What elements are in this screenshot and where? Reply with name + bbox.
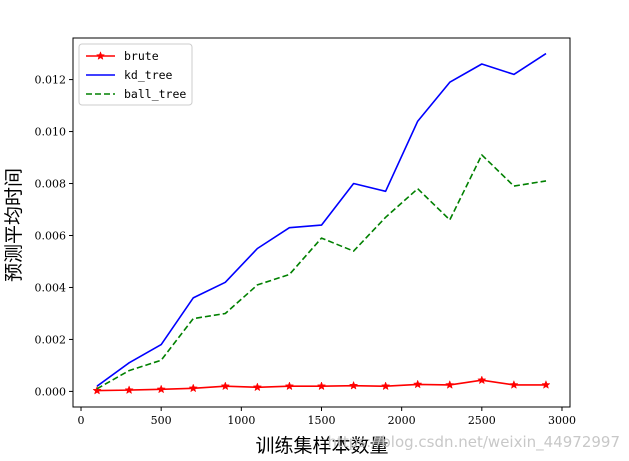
x-tick-label: 500 bbox=[151, 414, 172, 427]
data-point-brute bbox=[284, 381, 295, 391]
data-point-brute bbox=[380, 381, 391, 391]
data-point-brute bbox=[124, 385, 134, 395]
data-point-brute bbox=[188, 383, 198, 393]
legend-label-ball-tree: ball_tree bbox=[124, 87, 186, 101]
y-tick-label: 0.008 bbox=[35, 178, 67, 191]
legend-box bbox=[78, 43, 193, 106]
x-tick-label: 1000 bbox=[227, 414, 255, 427]
data-point-brute bbox=[252, 382, 263, 392]
data-point-brute bbox=[316, 381, 327, 391]
x-tick-label: 2500 bbox=[468, 414, 496, 427]
data-point-brute bbox=[156, 384, 166, 394]
y-tick-label: 0.002 bbox=[35, 333, 67, 346]
data-point-brute bbox=[445, 380, 455, 389]
data-point-brute bbox=[348, 380, 359, 390]
data-point-brute bbox=[220, 381, 230, 391]
data-point-brute bbox=[413, 379, 423, 389]
legend-marker-brute bbox=[95, 51, 106, 60]
series-line-ball-tree bbox=[96, 154, 547, 390]
y-tick-label: 0.010 bbox=[35, 126, 67, 139]
data-point-brute bbox=[541, 380, 551, 389]
y-tick-label: 0.012 bbox=[35, 74, 67, 87]
y-tick-label: 0.000 bbox=[35, 385, 67, 398]
legend-label-kd-tree: kd_tree bbox=[124, 68, 173, 82]
x-axis-ticks: 0 500 1000 1500 2000 2500 3000 bbox=[78, 407, 576, 427]
y-axis-title: 预测平均时间 bbox=[3, 168, 25, 282]
y-axis-ticks: 0.000 0.002 0.004 0.006 0.008 0.010 0.012 bbox=[35, 74, 73, 398]
x-tick-label: 1500 bbox=[308, 414, 336, 427]
x-tick-label: 2000 bbox=[388, 414, 416, 427]
x-tick-label: 0 bbox=[78, 414, 85, 427]
y-tick-label: 0.006 bbox=[35, 229, 67, 242]
data-point-brute bbox=[477, 375, 487, 385]
legend-label-brute: brute bbox=[124, 49, 159, 63]
data-point-brute bbox=[92, 385, 102, 395]
y-tick-label: 0.004 bbox=[35, 281, 67, 294]
legend: brute kd_tree ball_tree bbox=[78, 43, 193, 106]
series-line-kd-tree bbox=[96, 52, 547, 387]
x-axis-title: 训练集样本数量 bbox=[255, 435, 388, 457]
x-tick-label: 3000 bbox=[548, 414, 576, 427]
data-point-brute bbox=[509, 380, 519, 389]
watermark-text: https://blog.csdn.net/weixin_44972997 bbox=[327, 433, 620, 452]
